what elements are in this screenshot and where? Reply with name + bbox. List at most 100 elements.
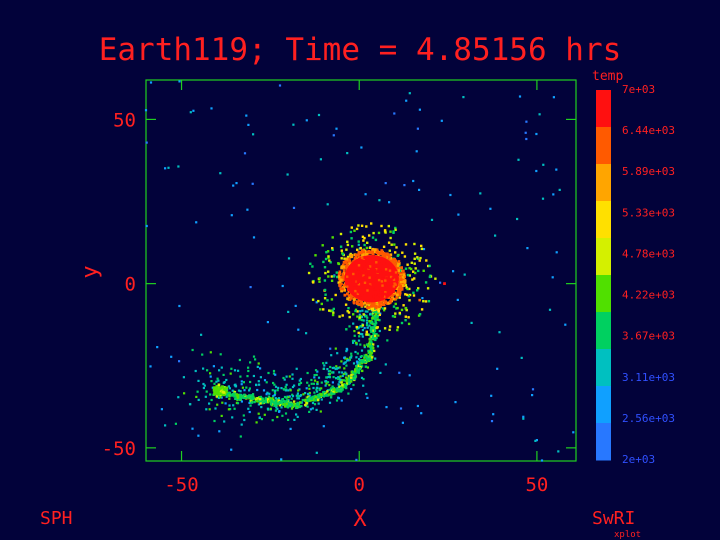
particle: [344, 303, 348, 306]
particle: [394, 312, 397, 315]
particle: [541, 197, 545, 200]
particle: [358, 335, 361, 338]
particle: [341, 253, 345, 256]
particle: [378, 258, 381, 261]
particle: [239, 390, 242, 393]
particle: [217, 379, 220, 382]
particle: [274, 373, 277, 376]
particle: [359, 295, 362, 299]
particle: [369, 321, 372, 325]
particle: [232, 404, 235, 407]
particle: [396, 266, 400, 270]
colorbar-label: 7e+03: [622, 83, 655, 96]
particle: [231, 416, 234, 419]
particle: [280, 458, 283, 461]
particle: [408, 92, 411, 95]
particle: [385, 286, 388, 289]
particle: [202, 386, 205, 390]
particle: [323, 279, 327, 282]
particle: [369, 358, 372, 362]
particle: [315, 451, 318, 454]
particle: [274, 397, 277, 400]
particle: [266, 321, 269, 324]
particle: [217, 393, 221, 396]
particle: [331, 392, 334, 395]
particle: [385, 277, 388, 280]
particle: [313, 379, 317, 382]
particle: [233, 384, 236, 387]
x-axis-label: X: [353, 507, 367, 532]
particle: [223, 420, 226, 423]
particle: [357, 331, 360, 335]
particle: [350, 237, 353, 240]
particle: [347, 288, 350, 291]
particle: [552, 193, 555, 196]
particle: [321, 244, 324, 247]
particle: [395, 246, 398, 249]
particle: [330, 279, 334, 282]
particle: [394, 259, 397, 263]
particle: [362, 384, 365, 387]
particle: [258, 416, 261, 419]
particle: [263, 400, 266, 404]
particle: [360, 365, 364, 368]
particle: [226, 394, 230, 397]
particle: [334, 367, 337, 371]
particle: [535, 132, 538, 136]
plot-frame: [145, 79, 577, 462]
particle: [387, 301, 391, 305]
particle: [384, 270, 387, 274]
particle: [250, 401, 254, 404]
particle: [341, 273, 345, 276]
particle: [373, 248, 377, 251]
particle: [362, 319, 365, 322]
particle: [283, 388, 286, 391]
particle: [421, 297, 424, 300]
particle: [384, 274, 388, 278]
particle: [366, 303, 369, 306]
particle: [269, 407, 272, 410]
particle: [305, 332, 308, 335]
particle: [399, 274, 402, 278]
particle: [315, 408, 318, 411]
particle: [522, 417, 525, 420]
particle: [397, 269, 401, 272]
particle: [363, 270, 366, 274]
particle: [378, 199, 381, 202]
particle: [248, 401, 251, 404]
particle: [517, 158, 520, 161]
particle: [372, 322, 376, 325]
particle: [347, 260, 351, 263]
particle: [212, 365, 215, 368]
particle: [247, 396, 250, 399]
x-tick-label: 0: [353, 474, 364, 496]
particle: [362, 313, 365, 316]
particle: [390, 269, 393, 273]
particle: [261, 398, 265, 401]
particle: [209, 351, 212, 354]
particle: [350, 378, 354, 381]
particle: [297, 328, 300, 331]
particle: [323, 390, 326, 394]
particle: [313, 391, 316, 394]
particle: [373, 288, 376, 291]
particle: [378, 313, 381, 316]
particle: [354, 372, 357, 376]
particle: [355, 367, 358, 371]
particle: [328, 401, 332, 404]
x-tick-label: -50: [164, 474, 198, 496]
particle: [177, 165, 180, 168]
particle: [386, 279, 389, 282]
particle: [334, 347, 337, 350]
particle: [252, 374, 255, 378]
particle: [361, 324, 365, 327]
particle: [325, 251, 328, 254]
particle: [356, 327, 359, 330]
particle: [307, 392, 310, 396]
particle: [357, 243, 360, 246]
particle: [337, 366, 340, 370]
particle: [371, 265, 374, 268]
particle: [335, 127, 338, 130]
particle: [341, 374, 344, 377]
particle: [305, 402, 308, 405]
